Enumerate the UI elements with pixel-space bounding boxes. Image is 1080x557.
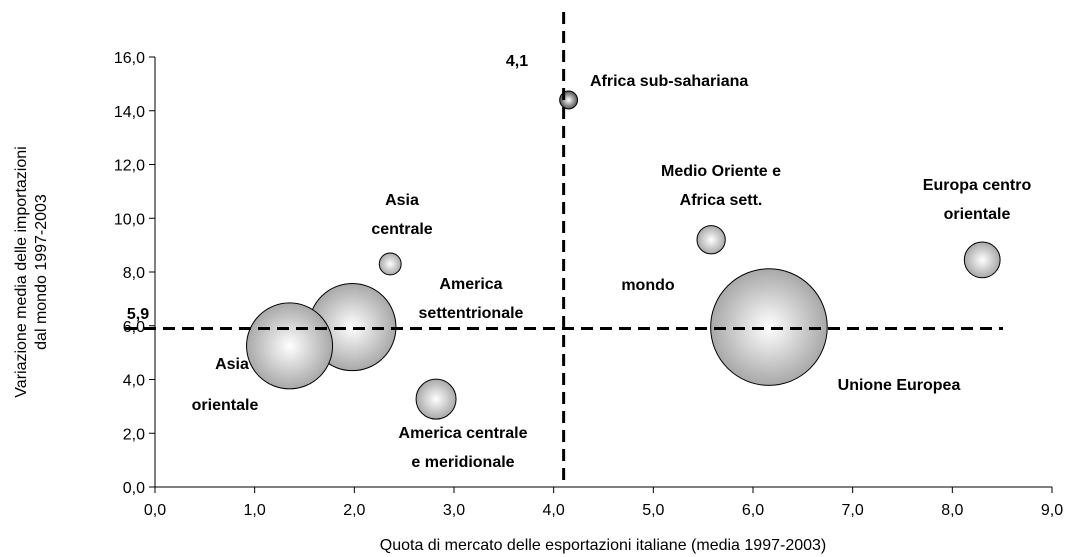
- bubble: [246, 302, 334, 390]
- reference-label: 5,9: [127, 306, 149, 323]
- y-tick-label: 0,0: [123, 480, 145, 497]
- x-tick-label: 6,0: [742, 502, 764, 519]
- y-tick-label: 14,0: [114, 104, 145, 121]
- bubble: [415, 378, 457, 420]
- bubble-label: Africa sub-sahariana: [590, 73, 748, 90]
- bubble-label: Medio Oriente e: [661, 163, 781, 180]
- bubble-label: orientale: [192, 397, 259, 414]
- annotation: mondo: [621, 277, 675, 294]
- x-tick-label: 9,0: [1041, 502, 1063, 519]
- x-tick-label: 2,0: [343, 502, 365, 519]
- y-tick-label: 12,0: [114, 158, 145, 175]
- bubble-label: Unione Europea: [838, 377, 961, 394]
- y-tick-label: 8,0: [123, 265, 145, 282]
- y-axis-title: Variazione media delle importazioni dal …: [13, 146, 50, 397]
- y-tick-label: 4,0: [123, 373, 145, 390]
- bubble-label: Europa centro: [923, 177, 1032, 194]
- y-axis-title-line: Variazione media delle importazioni: [13, 146, 30, 397]
- x-tick-label: 1,0: [244, 502, 266, 519]
- y-axis-title-line: dal mondo 1997-2003: [33, 194, 50, 350]
- bubble-label: America: [439, 276, 502, 293]
- bubble: [696, 225, 726, 255]
- bubble-label: America centrale: [399, 425, 528, 442]
- bubble: [963, 241, 1001, 279]
- x-tick-label: 4,0: [543, 502, 565, 519]
- x-tick-label: 7,0: [842, 502, 864, 519]
- x-tick-label: 8,0: [941, 502, 963, 519]
- x-tick-label: 3,0: [443, 502, 465, 519]
- x-axis-title: Quota di mercato delle esportazioni ital…: [380, 537, 826, 554]
- bubble-label: centrale: [371, 221, 432, 238]
- y-tick-label: 16,0: [114, 50, 145, 67]
- bubble-label: Asia: [385, 192, 419, 209]
- x-tick-label: 0,0: [144, 502, 166, 519]
- y-tick-label: 10,0: [114, 211, 145, 228]
- bubble-label: e meridionale: [411, 454, 514, 471]
- bubble-label: Africa sett.: [680, 192, 763, 209]
- bubble-label: settentrionale: [419, 305, 524, 322]
- reference-label: 4,1: [506, 53, 528, 70]
- bubble: [378, 252, 402, 276]
- y-tick-label: 2,0: [123, 426, 145, 443]
- x-tick-label: 5,0: [642, 502, 664, 519]
- bubble: [710, 268, 828, 386]
- bubble-label: orientale: [944, 206, 1011, 223]
- bubble-label: Asia: [215, 356, 249, 373]
